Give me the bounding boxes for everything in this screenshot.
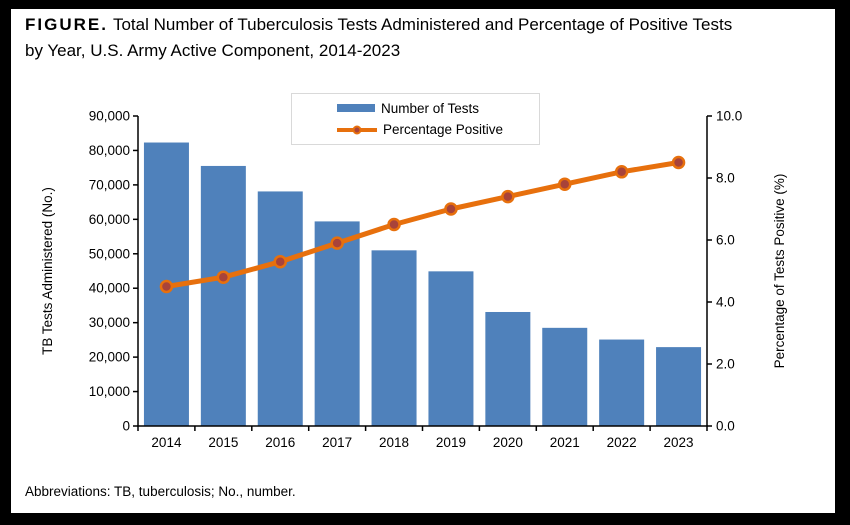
x-axis-tick-label: 2021	[550, 435, 580, 450]
bar-2018	[371, 250, 417, 426]
y-axis-left-tick-label: 20,000	[89, 350, 130, 365]
figure-label: FIGURE.	[25, 15, 108, 34]
y-axis-right-tick-label: 0.0	[716, 419, 735, 434]
x-axis-tick-label: 2022	[607, 435, 637, 450]
figure-title-line1: Total Number of Tuberculosis Tests Admin…	[112, 15, 733, 34]
line-point-2014	[159, 279, 174, 294]
y-axis-right-tick-label: 10.0	[716, 109, 742, 124]
y-axis-left-tick-label: 10,000	[89, 384, 130, 399]
legend-line-swatch-icon	[337, 125, 377, 135]
x-axis-tick-label: 2020	[493, 435, 523, 450]
bar-2021	[542, 327, 588, 426]
y-axis-left-tick-label: 90,000	[89, 109, 130, 124]
line-point-2021	[558, 177, 572, 191]
line-point-2020	[501, 189, 515, 204]
legend-item-percentage-positive: Percentage Positive	[337, 122, 539, 137]
x-axis-tick-label: 2015	[208, 435, 238, 450]
x-axis-tick-label: 2014	[151, 435, 182, 450]
bar-2020	[485, 311, 531, 426]
y-axis-right-tick-label: 4.0	[716, 295, 735, 310]
bar-2016	[257, 191, 303, 426]
y-axis-right-title: Percentage of Tests Positive (%)	[772, 174, 787, 369]
legend-bar-label: Number of Tests	[381, 100, 480, 116]
y-axis-left-title: TB Tests Administered (No.)	[40, 187, 55, 355]
bar-2015	[200, 165, 246, 426]
y-axis-right-tick-label: 2.0	[716, 357, 735, 372]
y-axis-right-tick-label: 8.0	[716, 171, 735, 186]
legend-bar-swatch-icon	[337, 104, 375, 113]
x-axis-tick-label: 2019	[436, 435, 466, 450]
line-point-2017	[330, 236, 344, 250]
x-axis-tick-label: 2016	[265, 435, 295, 450]
legend-line-label: Percentage Positive	[383, 122, 504, 138]
figure-title: FIGURE. Total Number of Tuberculosis Test…	[25, 12, 825, 64]
bar-2019	[428, 271, 474, 426]
bar-2022	[599, 339, 645, 426]
y-axis-right-tick-label: 6.0	[716, 233, 735, 248]
line-point-2016	[273, 254, 287, 269]
y-axis-left-tick-label: 40,000	[89, 281, 130, 296]
line-point-2023	[671, 155, 686, 170]
bar-2017	[314, 221, 360, 426]
legend-line-marker-icon	[352, 125, 362, 135]
y-axis-left-tick-label: 0	[122, 419, 130, 434]
y-axis-left-tick-label: 70,000	[89, 177, 130, 192]
percentage-positive-line	[163, 160, 682, 289]
line-point-2015	[216, 270, 231, 284]
x-axis-tick-label: 2017	[322, 435, 352, 450]
y-axis-left-tick-label: 50,000	[89, 246, 130, 261]
x-axis-tick-label: 2018	[379, 435, 409, 450]
x-axis-tick-label: 2023	[664, 435, 694, 450]
legend-item-number-of-tests: Number of Tests	[337, 101, 539, 116]
line-point-2022	[614, 165, 629, 179]
abbreviations-note: Abbreviations: TB, tuberculosis; No., nu…	[25, 484, 296, 499]
bar-2023	[656, 347, 702, 426]
y-axis-left-tick-label: 30,000	[89, 315, 130, 330]
figure-title-line2: by Year, U.S. Army Active Component, 201…	[25, 41, 401, 60]
line-point-2019	[444, 202, 458, 216]
line-point-2018	[387, 217, 401, 232]
chart-legend: Number of Tests Percentage Positive	[291, 93, 540, 145]
y-axis-left-tick-label: 80,000	[89, 143, 130, 158]
y-axis-left-tick-label: 60,000	[89, 212, 130, 227]
